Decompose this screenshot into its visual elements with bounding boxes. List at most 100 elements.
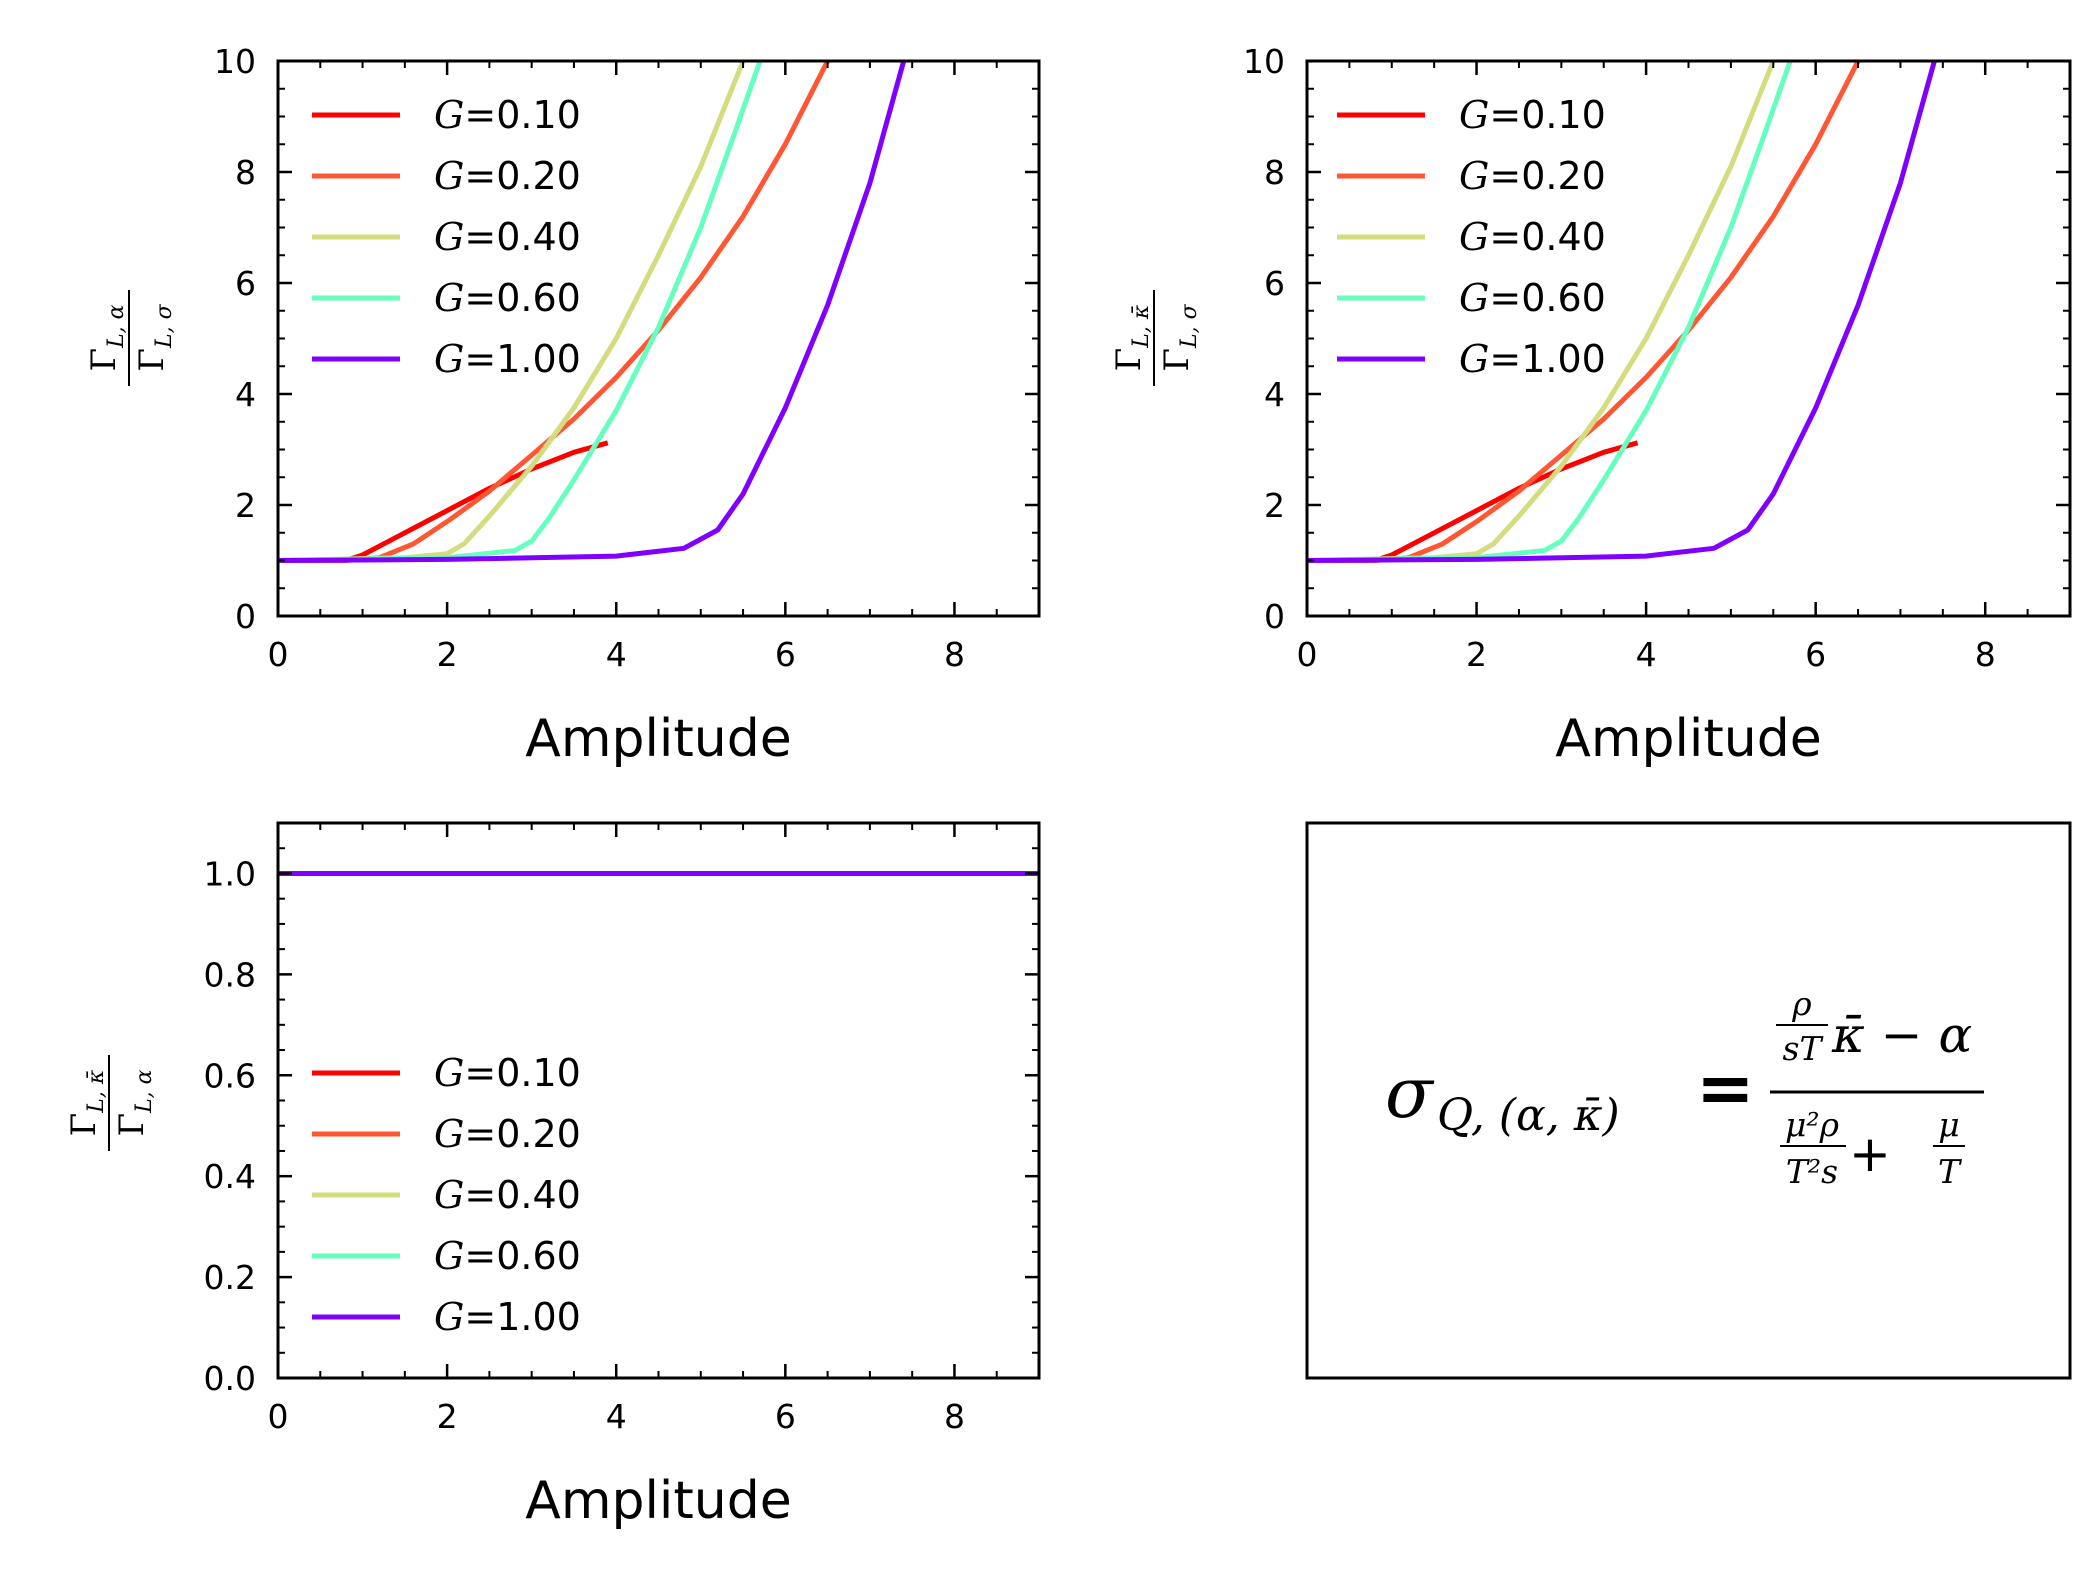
legend-label: G=0.60 <box>434 1234 581 1278</box>
x-tick-label: 8 <box>1975 635 1996 674</box>
formula-num-frac-bottom: sT <box>1783 1029 1825 1068</box>
formula-den-frac2-top: μ <box>1938 1105 1959 1144</box>
series-group <box>278 61 907 563</box>
legend-label: G=0.40 <box>434 1173 581 1217</box>
formula-equals: = <box>1696 1047 1755 1129</box>
legend-item: G=0.20 <box>312 154 581 198</box>
y-label-denominator: ΓL, σ <box>1157 303 1202 371</box>
x-tick-label: 4 <box>1636 635 1657 674</box>
legend-item: G=0.10 <box>1337 93 1606 137</box>
formula-num-frac-top: ρ <box>1791 984 1812 1023</box>
x-tick-label: 6 <box>1805 635 1826 674</box>
legend-item: G=0.40 <box>1337 215 1606 259</box>
formula-lhs-main: σ <box>1385 1052 1435 1134</box>
x-tick-label: 0 <box>268 1397 289 1436</box>
legend-label: G=0.10 <box>434 1051 581 1095</box>
legend-label: G=0.40 <box>1459 215 1606 259</box>
y-tick-label: 6 <box>235 264 256 303</box>
legend: G=0.10 G=0.20 G=0.40 G=0.60 G=1.00 <box>312 93 581 381</box>
y-axis-label: ΓL, αΓL, σ <box>84 290 177 386</box>
y-tick-label: 10 <box>1243 42 1285 81</box>
x-tick-label: 2 <box>1466 635 1487 674</box>
legend-item: G=0.60 <box>312 276 581 320</box>
series-line-G-0.40 <box>278 61 746 563</box>
y-tick-label: 0.8 <box>204 955 256 994</box>
y-label-numerator: ΓL, α <box>84 304 129 371</box>
formula-den-plus: + <box>1849 1125 1891 1183</box>
formula-panel: σ Q, (α, κ̄) = ρ sT κ̄ − α μ²ρ T²s + μ T <box>1305 821 2072 1380</box>
x-axis-label: Amplitude <box>525 709 791 769</box>
legend-item: G=0.10 <box>312 93 581 137</box>
y-label-numerator: ΓL, κ̄ <box>1109 304 1154 371</box>
y-label-denominator: ΓL, σ <box>132 303 177 371</box>
y-tick-label: 0.0 <box>204 1359 256 1398</box>
legend: G=0.10 G=0.20 G=0.40 G=0.60 G=1.00 <box>312 1051 581 1339</box>
y-tick-label: 0 <box>1264 597 1285 636</box>
x-tick-label: 2 <box>437 1397 458 1436</box>
y-tick-label: 4 <box>1264 375 1285 414</box>
legend-item: G=1.00 <box>1337 337 1606 381</box>
y-tick-label: 0 <box>235 597 256 636</box>
y-tick-label: 8 <box>1264 153 1285 192</box>
y-tick-label: 10 <box>214 42 256 81</box>
y-tick-label: 8 <box>235 153 256 192</box>
formula-den-frac1-bottom: T²s <box>1786 1152 1838 1191</box>
formula-den-frac2-bottom: T <box>1938 1152 1963 1191</box>
legend-label: G=0.10 <box>1459 93 1606 137</box>
x-axis-label: Amplitude <box>525 1471 791 1531</box>
legend-item: G=0.60 <box>312 1234 581 1278</box>
legend-item: G=0.60 <box>1337 276 1606 320</box>
formula-den-frac1-top: μ²ρ <box>1785 1105 1840 1144</box>
legend-item: G=1.00 <box>312 1295 581 1339</box>
series-line-G-0.60 <box>1307 61 1793 563</box>
y-tick-label: 0.4 <box>204 1157 256 1196</box>
x-axis-label: Amplitude <box>1555 709 1821 769</box>
x-tick-label: 6 <box>775 1397 796 1436</box>
y-tick-label: 1.0 <box>204 854 256 893</box>
legend-item: G=0.40 <box>312 215 581 259</box>
legend-label: G=1.00 <box>1459 337 1606 381</box>
legend-label: G=0.60 <box>434 276 581 320</box>
legend-label: G=0.20 <box>434 1112 581 1156</box>
y-axis-label: ΓL, κ̄ΓL, σ <box>1109 290 1202 386</box>
legend-item: G=0.10 <box>312 1051 581 1095</box>
legend-item: G=1.00 <box>312 337 581 381</box>
series-group <box>1307 61 1937 563</box>
x-tick-label: 8 <box>944 1397 965 1436</box>
plot-frame <box>276 821 1041 1380</box>
y-axis-label: ΓL, κ̄ΓL, α <box>64 1055 157 1151</box>
formula-lhs: σ <box>1385 1052 1435 1134</box>
x-tick-label: 2 <box>437 635 458 674</box>
y-tick-label: 0.2 <box>204 1258 256 1297</box>
legend-label: G=0.20 <box>1459 154 1606 198</box>
legend-label: G=0.10 <box>434 93 581 137</box>
x-tick-label: 4 <box>606 1397 627 1436</box>
plot-frame <box>1305 59 2072 618</box>
legend-item: G=0.20 <box>1337 154 1606 198</box>
y-tick-label: 2 <box>1264 486 1285 525</box>
legend-item: G=0.20 <box>312 1112 581 1156</box>
legend-label: G=0.60 <box>1459 276 1606 320</box>
x-tick-label: 6 <box>775 635 796 674</box>
legend-label: G=0.40 <box>434 215 581 259</box>
formula-lhs-subscript: Q, (α, κ̄) <box>1437 1090 1620 1141</box>
formula-num-rest: κ̄ − α <box>1831 1006 1972 1064</box>
legend: G=0.10 G=0.20 G=0.40 G=0.60 G=1.00 <box>1337 93 1606 381</box>
legend-label: G=1.00 <box>434 337 581 381</box>
legend-item: G=0.40 <box>312 1173 581 1217</box>
y-tick-label: 0.6 <box>204 1056 256 1095</box>
x-tick-label: 8 <box>944 635 965 674</box>
x-tick-label: 0 <box>1297 635 1318 674</box>
panel-bottom-left: 0 2 4 6 8 0.0 0.2 0.4 0.6 0.8 1.0 Amplitude ΓL, κ̄ΓL… <box>64 821 1041 1531</box>
plot-frame <box>276 59 1041 618</box>
y-tick-label: 4 <box>235 375 256 414</box>
y-label-numerator: ΓL, κ̄ <box>64 1069 109 1136</box>
y-tick-label: 6 <box>1264 264 1285 303</box>
series-line-G-0.60 <box>278 61 763 563</box>
series-line-G-1.00 <box>278 61 907 563</box>
y-label-denominator: ΓL, α <box>112 1069 157 1136</box>
legend-label: G=0.20 <box>434 154 581 198</box>
